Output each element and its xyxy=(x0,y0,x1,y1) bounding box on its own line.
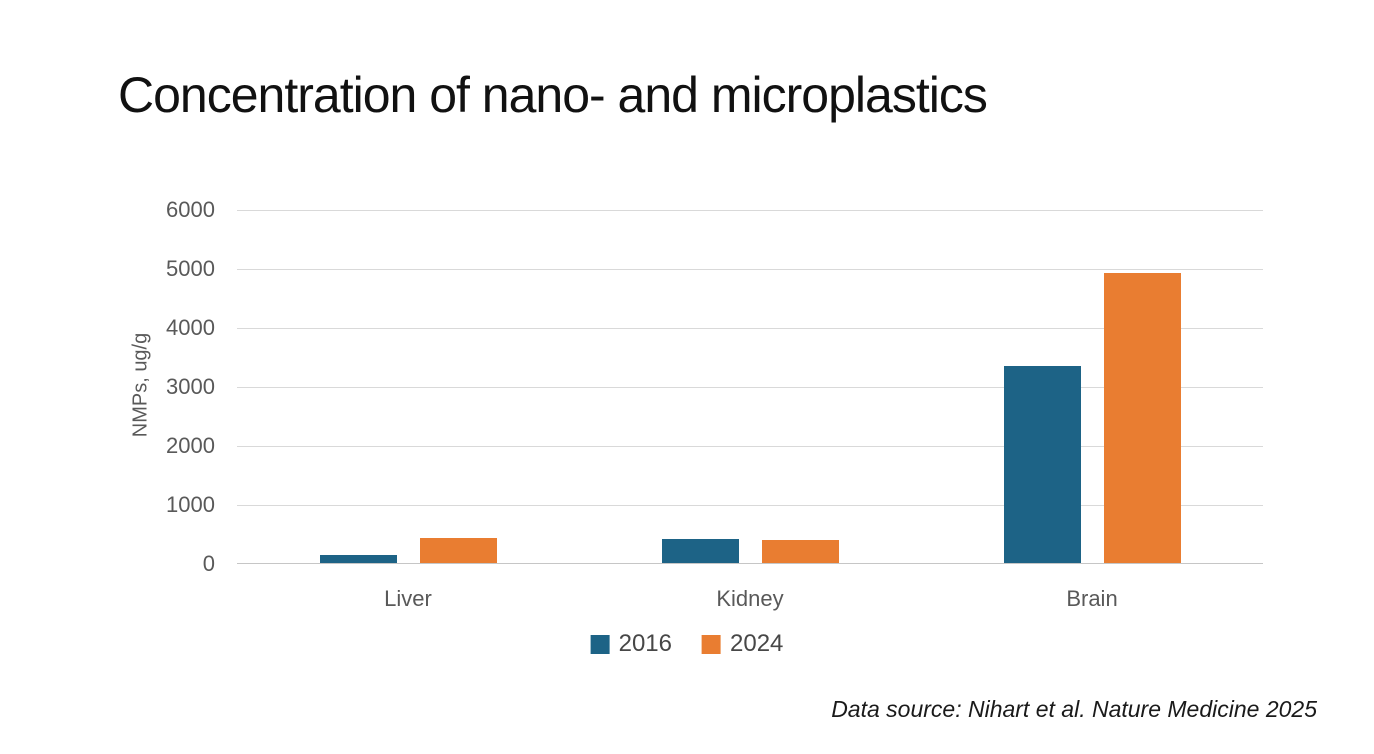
y-tick-label-3000: 3000 xyxy=(166,374,215,399)
plot-area xyxy=(237,210,1263,564)
legend: 2016 2024 xyxy=(590,630,783,658)
legend-entry-2016: 2016 xyxy=(590,630,672,658)
chart-title: Concentration of nano- and microplastics xyxy=(118,67,988,123)
x-axis-label-brain: Brain xyxy=(1066,586,1118,611)
bar-brain-2024 xyxy=(1103,272,1181,563)
data-source-note: Data source: Nihart et al. Nature Medici… xyxy=(831,696,1317,722)
legend-label-2016: 2016 xyxy=(618,630,672,657)
gridline-4000 xyxy=(237,328,1263,329)
y-tick-label-2000: 2000 xyxy=(166,433,215,458)
legend-label-2024: 2024 xyxy=(730,630,784,657)
legend-swatch-2016 xyxy=(590,634,610,654)
legend-entry-2024: 2024 xyxy=(702,630,783,658)
y-tick-label-1000: 1000 xyxy=(166,492,215,517)
y-tick-label-4000: 4000 xyxy=(166,315,215,340)
bar-kidney-2024 xyxy=(761,540,839,563)
y-tick-label-6000: 6000 xyxy=(166,197,215,222)
bar-liver-2024 xyxy=(419,537,497,563)
y-tick-label-0: 0 xyxy=(202,551,215,576)
gridline-3000 xyxy=(237,387,1263,388)
legend-swatch-2024 xyxy=(702,634,721,654)
bar-kidney-2016 xyxy=(661,539,739,563)
bar-liver-2016 xyxy=(319,554,397,563)
gridline-6000 xyxy=(237,210,1263,211)
x-axis-label-liver: Liver xyxy=(384,586,432,611)
y-tick-label-5000: 5000 xyxy=(166,256,215,281)
bar-brain-2016 xyxy=(1003,365,1081,563)
gridline-2000 xyxy=(237,446,1263,447)
gridline-5000 xyxy=(237,269,1263,270)
x-axis-label-kidney: Kidney xyxy=(716,586,784,611)
gridline-1000 xyxy=(237,505,1263,506)
